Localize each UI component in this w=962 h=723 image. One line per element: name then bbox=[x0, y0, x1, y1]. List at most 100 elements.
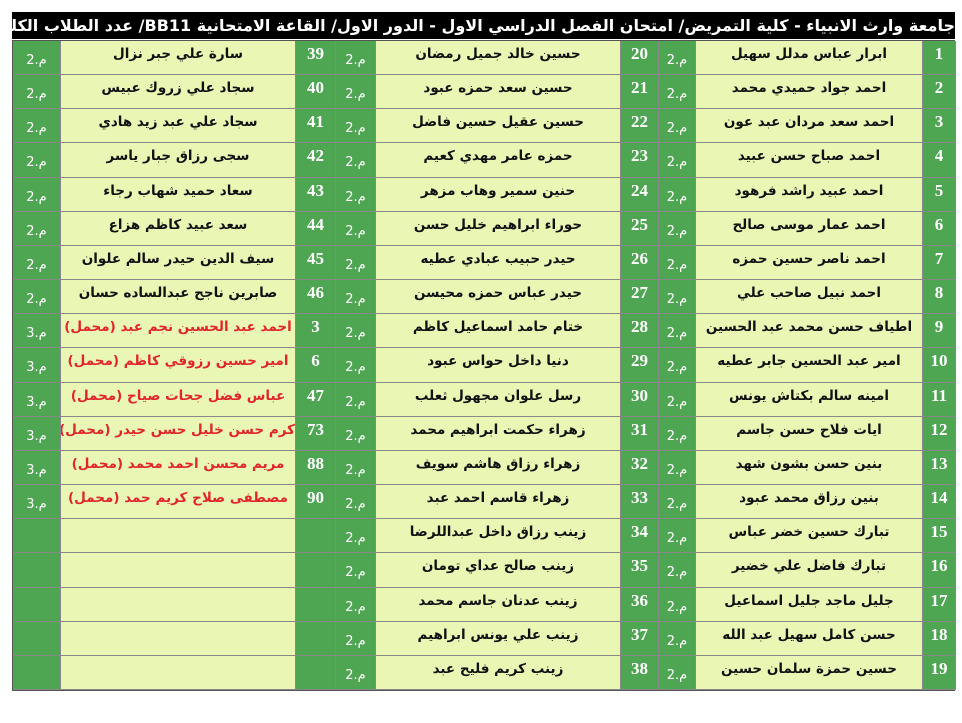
level-cell: م.2 bbox=[336, 450, 376, 486]
name-cell: زهراء حكمت ابراهيم محمد bbox=[376, 416, 621, 451]
number-cell: 88 bbox=[296, 450, 336, 486]
level-cell bbox=[13, 519, 61, 554]
name-cell: امينه سالم بكتاش يونس bbox=[696, 382, 923, 417]
name-cell: سيف الدين حيدر سالم علوان bbox=[61, 245, 296, 281]
number-cell: 16 bbox=[923, 553, 956, 588]
level-cell: م.2 bbox=[336, 211, 376, 246]
number-cell: 3 bbox=[296, 314, 336, 349]
number-cell: 90 bbox=[296, 485, 336, 520]
number-cell: 4 bbox=[923, 143, 956, 178]
level-cell: م.2 bbox=[659, 587, 696, 622]
level-cell: م.2 bbox=[659, 75, 696, 110]
level-cell: م.2 bbox=[659, 382, 696, 417]
number-cell: 29 bbox=[621, 348, 659, 383]
number-cell: 39 bbox=[296, 41, 336, 76]
level-cell: م.2 bbox=[336, 416, 376, 451]
number-cell: 1 bbox=[923, 41, 956, 76]
name-cell: احمد عبد الحسين نجم عبد (محمل) bbox=[61, 314, 296, 349]
level-cell: م.2 bbox=[659, 621, 696, 656]
number-cell: 38 bbox=[621, 655, 659, 690]
name-cell: احمد عبيد راشد فرهود bbox=[696, 177, 923, 212]
level-cell: م.2 bbox=[659, 450, 696, 486]
name-cell: صابرين ناجح عبدالساده حسان bbox=[61, 280, 296, 315]
number-cell bbox=[296, 587, 336, 622]
number-cell: 6 bbox=[296, 348, 336, 383]
level-cell: م.2 bbox=[659, 416, 696, 451]
level-cell: م.2 bbox=[659, 109, 696, 144]
level-cell bbox=[13, 587, 61, 622]
number-cell: 34 bbox=[621, 519, 659, 554]
number-cell: 25 bbox=[621, 211, 659, 246]
number-cell: 6 bbox=[923, 211, 956, 246]
name-cell: حسين خالد جميل رمضان bbox=[376, 41, 621, 76]
level-cell: م.2 bbox=[336, 519, 376, 554]
number-cell: 5 bbox=[923, 177, 956, 212]
number-cell: 37 bbox=[621, 621, 659, 656]
name-cell bbox=[61, 655, 296, 690]
number-cell: 26 bbox=[621, 245, 659, 281]
name-cell: كرم حسن خليل حسن حيدر (محمل) bbox=[61, 416, 296, 451]
level-cell: م.2 bbox=[659, 553, 696, 588]
number-cell: 35 bbox=[621, 553, 659, 588]
number-cell: 18 bbox=[923, 621, 956, 656]
name-cell: زينب كريم فليح عبد bbox=[376, 655, 621, 690]
level-cell: م.3 bbox=[13, 348, 61, 383]
number-cell: 9 bbox=[923, 314, 956, 349]
name-cell bbox=[61, 553, 296, 588]
name-cell: بنين رزاق محمد عبود bbox=[696, 485, 923, 520]
number-cell bbox=[296, 621, 336, 656]
number-cell: 40 bbox=[296, 75, 336, 110]
level-cell bbox=[13, 655, 61, 690]
name-cell: زهراء رزاق هاشم سويف bbox=[376, 450, 621, 486]
level-cell: م.2 bbox=[336, 348, 376, 383]
level-cell: م.2 bbox=[336, 41, 376, 76]
name-cell: حيدر عباس حمزه محيسن bbox=[376, 280, 621, 315]
name-cell: رسل علوان مجهول ثعلب bbox=[376, 382, 621, 417]
number-cell: 33 bbox=[621, 485, 659, 520]
name-cell: سعاد حميد شهاب رجاء bbox=[61, 177, 296, 212]
level-cell: م.2 bbox=[336, 382, 376, 417]
number-cell: 7 bbox=[923, 245, 956, 281]
name-cell bbox=[61, 519, 296, 554]
name-cell: ايات فلاح حسن جاسم bbox=[696, 416, 923, 451]
name-cell: حسين عقيل حسين فاضل bbox=[376, 109, 621, 144]
level-cell: م.2 bbox=[13, 75, 61, 110]
level-cell: م.2 bbox=[659, 280, 696, 315]
name-cell: امير حسين رزوقي كاظم (محمل) bbox=[61, 348, 296, 383]
level-cell: م.2 bbox=[13, 280, 61, 315]
level-cell: م.2 bbox=[659, 211, 696, 246]
name-cell: احمد جواد حميدي محمد bbox=[696, 75, 923, 110]
number-cell bbox=[296, 655, 336, 690]
student-table: م.2 سارة علي جبر نزال 39 م.2 حسين خالد جميل … bbox=[12, 40, 956, 691]
level-cell: م.3 bbox=[13, 314, 61, 349]
name-cell bbox=[61, 587, 296, 622]
number-cell: 73 bbox=[296, 416, 336, 451]
level-cell: م.2 bbox=[659, 485, 696, 520]
level-cell: م.2 bbox=[336, 587, 376, 622]
level-cell: م.2 bbox=[13, 177, 61, 212]
name-cell: زينب علي يونس ابراهيم bbox=[376, 621, 621, 656]
number-cell: 23 bbox=[621, 143, 659, 178]
name-cell: مريم محسن احمد محمد (محمل) bbox=[61, 450, 296, 486]
level-cell: م.2 bbox=[659, 41, 696, 76]
name-cell: زينب رزاق داخل عبداللرضا bbox=[376, 519, 621, 554]
name-cell: حمزه عامر مهدي كعيم bbox=[376, 143, 621, 178]
number-cell: 46 bbox=[296, 280, 336, 315]
level-cell: م.2 bbox=[659, 348, 696, 383]
name-cell: احمد ناصر حسين حمزه bbox=[696, 245, 923, 281]
name-cell: سجى رزاق جبار ياسر bbox=[61, 143, 296, 178]
name-cell: احمد عمار موسى صالح bbox=[696, 211, 923, 246]
level-cell: م.2 bbox=[13, 245, 61, 281]
level-cell: م.2 bbox=[336, 245, 376, 281]
level-cell: م.2 bbox=[336, 280, 376, 315]
level-cell: م.2 bbox=[659, 314, 696, 349]
level-cell: م.3 bbox=[13, 450, 61, 486]
number-cell: 24 bbox=[621, 177, 659, 212]
level-cell: م.3 bbox=[13, 416, 61, 451]
level-cell: م.2 bbox=[13, 143, 61, 178]
level-cell: م.2 bbox=[336, 177, 376, 212]
name-cell: احمد نبيل صاحب علي bbox=[696, 280, 923, 315]
page-title: جامعة وارث الانبياء - كلية التمريض/ امتح… bbox=[12, 12, 955, 39]
level-cell: م.2 bbox=[659, 655, 696, 690]
name-cell: ختام حامد اسماعيل كاظم bbox=[376, 314, 621, 349]
